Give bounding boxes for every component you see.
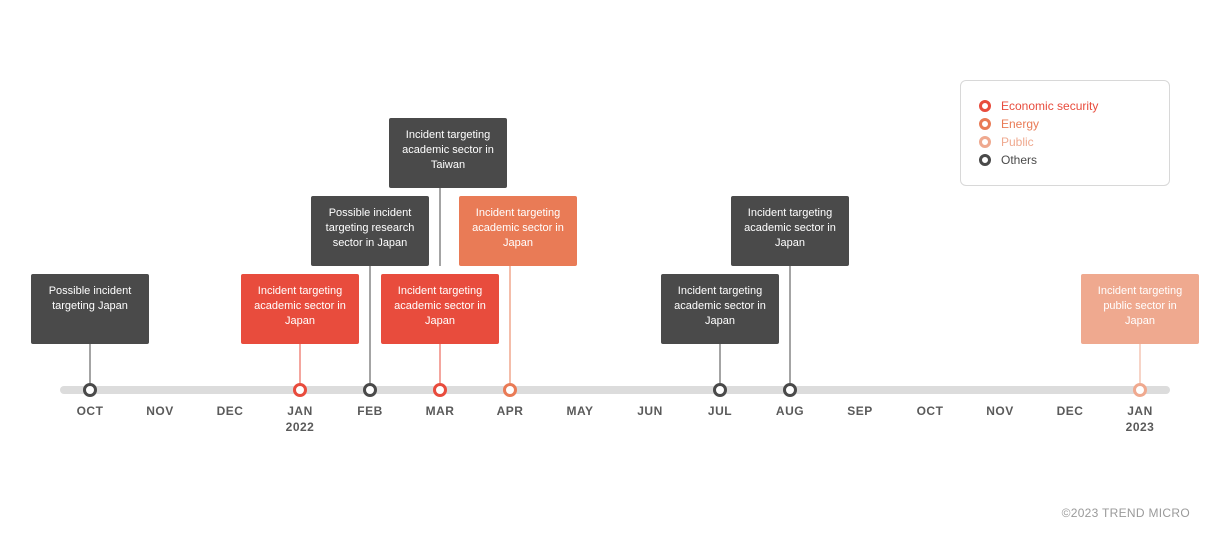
event-box: Incident targeting academic sector in Ja…: [661, 274, 779, 344]
event-box: Incident targeting academic sector in Ja…: [381, 274, 499, 344]
axis-tick-label: APR: [497, 404, 524, 420]
axis-tick-label: AUG: [776, 404, 804, 420]
axis-tick-label: NOV: [146, 404, 174, 420]
legend-item: Economic security: [979, 99, 1151, 113]
legend-item: Energy: [979, 117, 1151, 131]
axis-tick-label: MAR: [426, 404, 455, 420]
axis-tick-label: JUN: [637, 404, 663, 420]
legend-marker-icon: [979, 154, 991, 166]
event-marker: [83, 383, 97, 397]
axis-tick-label: JUL: [708, 404, 732, 420]
event-marker: [783, 383, 797, 397]
event-box: Incident targeting academic sector in Ta…: [389, 118, 507, 188]
event-marker: [433, 383, 447, 397]
event-marker: [363, 383, 377, 397]
event-marker: [713, 383, 727, 397]
event-box: Incident targeting academic sector in Ja…: [459, 196, 577, 266]
legend-item: Others: [979, 153, 1151, 167]
legend-item: Public: [979, 135, 1151, 149]
event-box: Incident targeting academic sector in Ja…: [241, 274, 359, 344]
event-connector: [790, 266, 791, 390]
event-connector: [370, 266, 371, 390]
event-connector: [440, 188, 441, 266]
event-marker: [503, 383, 517, 397]
event-box: Incident targeting public sector in Japa…: [1081, 274, 1199, 344]
axis-tick-label: MAY: [566, 404, 593, 420]
legend-label: Others: [1001, 153, 1037, 167]
event-box: Possible incident targeting research sec…: [311, 196, 429, 266]
legend-label: Economic security: [1001, 99, 1098, 113]
timeline-axis: [60, 386, 1170, 394]
axis-tick-label: JAN 2022: [286, 404, 315, 435]
timeline-infographic: OCT NOV DEC JAN 2022 FEB MAR APR MAY JUN JUL AUG SE…: [0, 0, 1230, 540]
legend-label: Energy: [1001, 117, 1039, 131]
event-marker: [293, 383, 307, 397]
event-marker: [1133, 383, 1147, 397]
legend-marker-icon: [979, 136, 991, 148]
axis-tick-label: SEP: [847, 404, 873, 420]
axis-tick-label: JAN 2023: [1126, 404, 1155, 435]
axis-tick-label: DEC: [1057, 404, 1084, 420]
axis-tick-label: DEC: [217, 404, 244, 420]
legend: Economic security Energy Public Others: [960, 80, 1170, 186]
legend-marker-icon: [979, 118, 991, 130]
legend-marker-icon: [979, 100, 991, 112]
axis-tick-label: OCT: [917, 404, 944, 420]
axis-tick-label: FEB: [357, 404, 383, 420]
axis-tick-label: NOV: [986, 404, 1014, 420]
legend-label: Public: [1001, 135, 1034, 149]
event-connector: [510, 266, 511, 390]
event-box: Incident targeting academic sector in Ja…: [731, 196, 849, 266]
copyright-text: ©2023 TREND MICRO: [1062, 506, 1190, 520]
axis-tick-label: OCT: [77, 404, 104, 420]
event-box: Possible incident targeting Japan: [31, 274, 149, 344]
